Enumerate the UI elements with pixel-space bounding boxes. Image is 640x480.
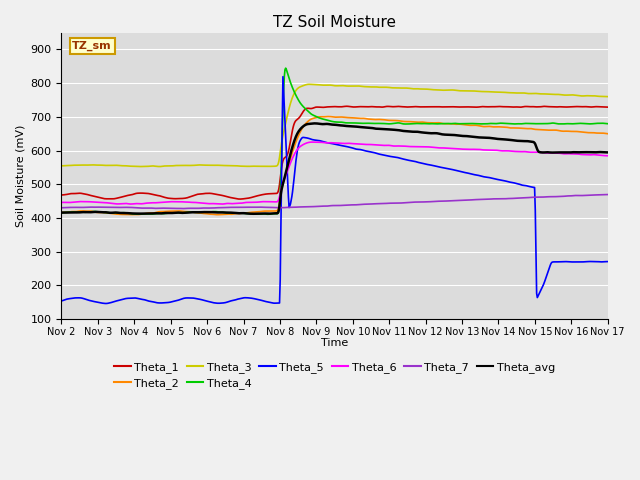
Line: Theta_5: Theta_5 — [61, 77, 608, 303]
Theta_7 — [376, 201, 383, 206]
Theta_1 — [529, 104, 537, 109]
Theta_5 — [604, 259, 612, 264]
Theta_5 — [474, 172, 481, 178]
Theta_3 — [58, 163, 65, 168]
Theta_5 — [390, 154, 398, 160]
Theta_3 — [474, 88, 481, 94]
Legend: Theta_1, Theta_2, Theta_3, Theta_4, Theta_5, Theta_6, Theta_7, Theta_avg: Theta_1, Theta_2, Theta_3, Theta_4, Thet… — [110, 358, 559, 394]
Theta_5 — [58, 298, 65, 304]
Theta_avg — [407, 129, 415, 134]
Theta_6 — [529, 149, 537, 155]
Theta_1 — [390, 104, 398, 109]
Theta_6 — [58, 200, 65, 205]
Theta_3 — [407, 85, 415, 91]
Line: Theta_2: Theta_2 — [61, 117, 608, 215]
Theta_1 — [474, 104, 481, 110]
Theta_2 — [390, 118, 398, 123]
Theta_3 — [91, 162, 99, 168]
Theta_avg — [91, 209, 99, 215]
Theta_2 — [604, 131, 612, 137]
Theta_5 — [102, 300, 109, 306]
Theta_4 — [58, 210, 65, 216]
Theta_4 — [407, 121, 415, 127]
Theta_1 — [236, 196, 244, 202]
Theta_6 — [407, 144, 415, 149]
Theta_avg — [529, 139, 537, 145]
Theta_4 — [264, 211, 272, 217]
Theta_2 — [324, 114, 332, 120]
Line: Theta_7: Theta_7 — [61, 194, 608, 209]
Theta_5 — [91, 299, 99, 305]
Line: Theta_avg: Theta_avg — [61, 123, 608, 214]
Theta_avg — [604, 149, 612, 155]
Theta_1 — [407, 104, 415, 110]
Theta_6 — [376, 143, 384, 148]
Theta_3 — [376, 84, 384, 90]
Theta_7 — [406, 200, 414, 205]
Theta_7 — [390, 200, 397, 206]
Theta_4 — [529, 120, 537, 126]
Theta_7 — [179, 206, 187, 212]
Y-axis label: Soil Moisture (mV): Soil Moisture (mV) — [15, 125, 25, 227]
Theta_4 — [91, 209, 99, 215]
Theta_avg — [310, 120, 318, 126]
Theta_3 — [305, 82, 313, 87]
Theta_avg — [474, 134, 481, 140]
Theta_1 — [376, 104, 384, 110]
Theta_2 — [474, 122, 481, 128]
Theta_6 — [91, 199, 99, 205]
Theta_6 — [218, 201, 226, 207]
Line: Theta_4: Theta_4 — [61, 68, 608, 214]
Theta_1 — [342, 103, 350, 109]
Line: Theta_6: Theta_6 — [61, 142, 608, 204]
Theta_2 — [91, 209, 99, 215]
X-axis label: Time: Time — [321, 338, 348, 348]
Theta_5 — [279, 74, 287, 80]
Theta_1 — [604, 104, 612, 110]
Theta_3 — [156, 164, 164, 169]
Text: TZ_sm: TZ_sm — [72, 41, 112, 51]
Theta_7 — [58, 205, 65, 211]
Theta_7 — [91, 204, 99, 210]
Theta_4 — [376, 120, 384, 126]
Theta_6 — [390, 143, 398, 149]
Theta_avg — [249, 211, 257, 216]
Theta_4 — [474, 121, 481, 127]
Theta_5 — [407, 158, 415, 164]
Theta_6 — [604, 153, 612, 158]
Theta_4 — [282, 65, 289, 71]
Theta_4 — [390, 120, 398, 126]
Theta_3 — [390, 85, 398, 91]
Theta_5 — [529, 184, 537, 190]
Theta_3 — [604, 94, 612, 99]
Theta_7 — [529, 194, 536, 200]
Theta_5 — [376, 151, 384, 157]
Theta_2 — [407, 119, 415, 124]
Theta_7 — [472, 197, 480, 203]
Theta_1 — [91, 193, 99, 199]
Theta_4 — [604, 121, 612, 127]
Theta_2 — [529, 126, 537, 132]
Theta_2 — [58, 209, 65, 215]
Theta_2 — [376, 117, 384, 122]
Line: Theta_3: Theta_3 — [61, 84, 608, 167]
Theta_2 — [214, 212, 221, 217]
Theta_6 — [308, 139, 316, 145]
Title: TZ Soil Moisture: TZ Soil Moisture — [273, 15, 396, 30]
Theta_avg — [376, 126, 384, 132]
Theta_1 — [58, 192, 65, 198]
Line: Theta_1: Theta_1 — [61, 106, 608, 199]
Theta_6 — [474, 146, 481, 152]
Theta_3 — [529, 91, 537, 96]
Theta_7 — [604, 192, 612, 197]
Theta_avg — [390, 127, 398, 132]
Theta_avg — [58, 210, 65, 216]
